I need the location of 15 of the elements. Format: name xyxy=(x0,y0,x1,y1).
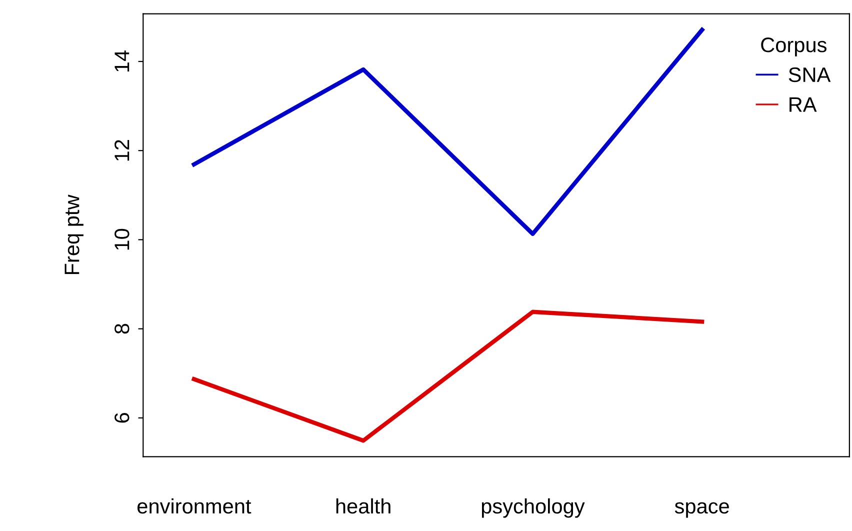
x-tick-label: space xyxy=(674,502,729,518)
legend-label: SNA xyxy=(788,67,831,82)
y-tick-label: 12 xyxy=(114,140,130,161)
x-tick-label: health xyxy=(336,498,390,514)
y-tick-label: 14 xyxy=(114,50,130,72)
y-tick-label: 6 xyxy=(114,413,130,423)
line-series xyxy=(192,310,704,443)
x-tick-label: environment xyxy=(138,498,252,514)
y-tick-label: 10 xyxy=(114,228,130,250)
x-tick-label: psychology xyxy=(482,498,585,518)
line-series xyxy=(192,28,704,236)
y-tick-label: 8 xyxy=(114,324,130,334)
legend-title: Corpus xyxy=(761,38,826,56)
legend-label: RA xyxy=(790,97,817,112)
y-axis-title: Freq ptw xyxy=(64,194,84,274)
